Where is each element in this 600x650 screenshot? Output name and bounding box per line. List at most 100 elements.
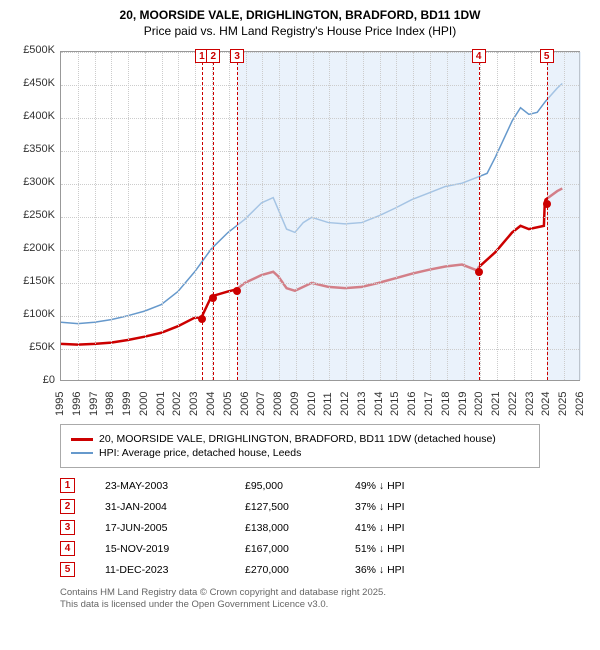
chart-title: 20, MOORSIDE VALE, DRIGHLINGTON, BRADFOR… [10,8,590,22]
marker-dot [543,200,551,208]
row-date: 31-JAN-2004 [105,501,245,513]
shaded-region [237,52,479,380]
row-marker-num: 4 [60,541,75,556]
x-axis-label: 2021 [490,384,502,416]
gridline-v [497,52,498,380]
row-price: £167,000 [245,543,355,555]
x-axis-label: 2002 [171,384,183,416]
row-marker-num: 1 [60,478,75,493]
gridline-v [329,52,330,380]
chart: 12345 £0£50K£100K£150K£200K£250K£300K£35… [10,46,590,416]
gridline-v [480,52,481,380]
gridline-h [61,316,579,317]
gridline-v [413,52,414,380]
row-delta: 37% ↓ HPI [355,501,465,513]
gridline-h [61,184,579,185]
y-axis-label: £100K [10,308,55,320]
marker-dot [475,268,483,276]
x-axis-label: 2007 [255,384,267,416]
x-axis-label: 2000 [138,384,150,416]
x-axis-label: 2013 [356,384,368,416]
gridline-v [346,52,347,380]
table-row: 123-MAY-2003£95,00049% ↓ HPI [60,478,590,493]
footer-line2: This data is licensed under the Open Gov… [60,599,590,611]
row-price: £138,000 [245,522,355,534]
gridline-v [396,52,397,380]
legend-item: 20, MOORSIDE VALE, DRIGHLINGTON, BRADFOR… [71,433,529,445]
x-axis-label: 1996 [71,384,83,416]
x-axis-label: 2025 [557,384,569,416]
x-axis-label: 2019 [457,384,469,416]
gridline-h [61,283,579,284]
x-axis-label: 2005 [222,384,234,416]
marker-line [479,52,480,380]
gridline-v [246,52,247,380]
marker-number: 5 [540,49,554,63]
gridline-v [564,52,565,380]
y-axis-label: £250K [10,209,55,221]
x-axis-label: 2018 [440,384,452,416]
legend-swatch [71,438,93,441]
y-axis-label: £400K [10,110,55,122]
marker-table: 123-MAY-2003£95,00049% ↓ HPI231-JAN-2004… [60,478,590,577]
y-axis-label: £200K [10,242,55,254]
row-delta: 49% ↓ HPI [355,480,465,492]
gridline-v [531,52,532,380]
row-delta: 51% ↓ HPI [355,543,465,555]
legend: 20, MOORSIDE VALE, DRIGHLINGTON, BRADFOR… [60,424,540,468]
gridline-v [296,52,297,380]
x-axis-label: 2023 [524,384,536,416]
legend-label: HPI: Average price, detached house, Leed… [99,447,301,459]
gridline-v [95,52,96,380]
y-axis-label: £500K [10,44,55,56]
plot-area: 12345 [60,51,580,381]
gridline-v [380,52,381,380]
row-date: 23-MAY-2003 [105,480,245,492]
table-row: 511-DEC-2023£270,00036% ↓ HPI [60,562,590,577]
row-date: 15-NOV-2019 [105,543,245,555]
gridline-v [78,52,79,380]
marker-dot [233,287,241,295]
x-axis-label: 2024 [540,384,552,416]
x-axis-label: 2014 [373,384,385,416]
x-axis-label: 2001 [155,384,167,416]
footer-line1: Contains HM Land Registry data © Crown c… [60,587,590,599]
table-row: 231-JAN-2004£127,50037% ↓ HPI [60,499,590,514]
gridline-v [464,52,465,380]
row-delta: 36% ↓ HPI [355,564,465,576]
y-axis-label: £150K [10,275,55,287]
y-axis-label: £0 [10,374,55,386]
gridline-h [61,349,579,350]
y-axis-label: £50K [10,341,55,353]
gridline-v [262,52,263,380]
gridline-v [514,52,515,380]
gridline-v [128,52,129,380]
x-axis-label: 2004 [205,384,217,416]
marker-dot [209,294,217,302]
gridline-v [430,52,431,380]
marker-line [237,52,238,380]
table-row: 3 17-JUN-2005£138,00041% ↓ HPI [60,520,590,535]
marker-line [547,52,548,380]
x-axis-label: 2016 [406,384,418,416]
x-axis-label: 2010 [306,384,318,416]
gridline-h [61,151,579,152]
gridline-h [61,118,579,119]
x-axis-label: 2022 [507,384,519,416]
row-delta: 41% ↓ HPI [355,522,465,534]
x-axis-label: 1997 [88,384,100,416]
gridline-v [178,52,179,380]
gridline-v [447,52,448,380]
marker-dot [198,315,206,323]
gridline-v [162,52,163,380]
x-axis-label: 2008 [272,384,284,416]
row-date: 17-JUN-2005 [105,522,245,534]
y-axis-label: £350K [10,143,55,155]
gridline-v [313,52,314,380]
marker-line [202,52,203,380]
x-axis-label: 1995 [54,384,66,416]
marker-number: 2 [206,49,220,63]
row-marker-num: 3 [60,520,75,535]
gridline-v [111,52,112,380]
x-axis-label: 2003 [188,384,200,416]
